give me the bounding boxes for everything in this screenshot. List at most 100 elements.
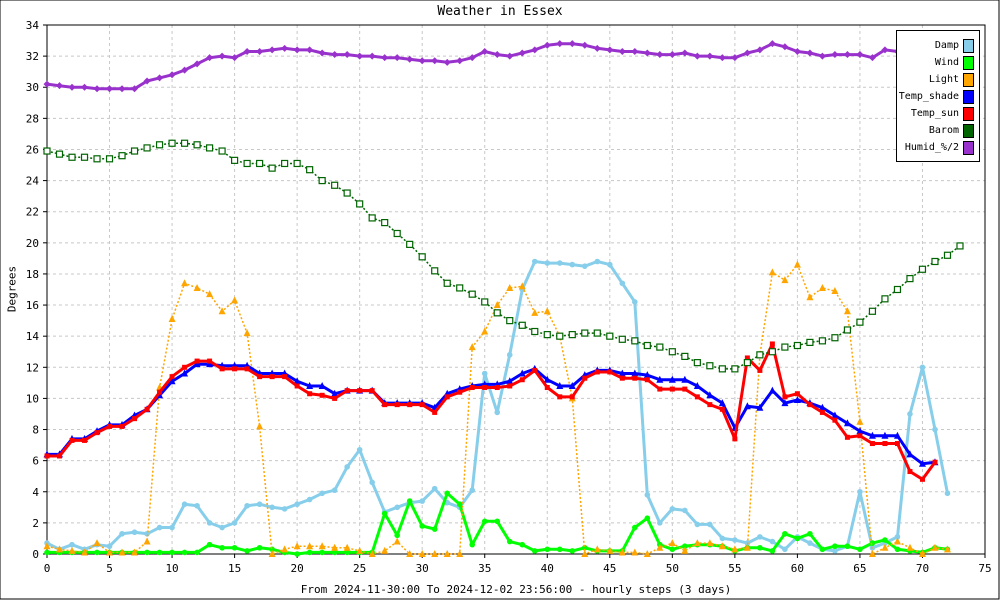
data-point	[506, 317, 514, 325]
data-point	[357, 388, 363, 394]
data-point	[256, 159, 264, 168]
data-point	[756, 46, 764, 54]
data-point	[193, 141, 201, 149]
data-point	[931, 543, 939, 551]
data-point	[657, 520, 663, 526]
data-point	[418, 253, 426, 261]
data-point	[294, 383, 300, 389]
data-point	[356, 446, 363, 453]
data-point	[293, 159, 301, 168]
data-point	[443, 279, 451, 287]
data-point	[768, 268, 776, 276]
data-point	[331, 181, 339, 189]
data-point	[344, 388, 350, 394]
data-point	[306, 381, 314, 389]
data-point	[444, 394, 450, 400]
data-point	[81, 548, 89, 556]
data-point	[932, 426, 938, 433]
data-point	[256, 47, 264, 55]
data-point	[481, 518, 488, 525]
x-tick-label: 75	[978, 562, 991, 575]
legend-item-barom: Barom	[897, 122, 979, 139]
data-point	[694, 394, 700, 400]
data-point	[318, 49, 326, 57]
data-point	[481, 47, 489, 55]
data-point	[618, 548, 626, 556]
data-point	[594, 258, 601, 265]
data-point	[656, 51, 664, 59]
data-point	[782, 546, 788, 553]
data-point	[181, 501, 188, 508]
legend: Damp Wind Light Temp_shade Temp_sun Baro…	[896, 30, 980, 162]
data-point	[594, 369, 600, 375]
data-point	[893, 431, 901, 439]
data-point	[581, 550, 589, 557]
data-point	[244, 366, 250, 372]
data-point	[706, 362, 714, 370]
data-point	[943, 545, 951, 553]
data-point	[544, 385, 550, 391]
data-point	[669, 386, 675, 392]
data-point	[793, 341, 802, 350]
data-point	[282, 374, 288, 380]
legend-label: Temp_shade	[898, 91, 959, 102]
data-point	[781, 343, 789, 351]
data-point	[531, 308, 539, 316]
data-point	[756, 403, 764, 411]
data-point	[43, 542, 51, 550]
data-point	[231, 54, 239, 62]
data-point	[418, 550, 426, 557]
data-point	[669, 546, 676, 553]
data-point	[118, 548, 126, 556]
data-point	[843, 51, 851, 59]
series-light	[43, 260, 951, 557]
data-point	[43, 147, 51, 155]
data-point	[868, 307, 877, 315]
legend-swatch	[963, 56, 974, 70]
data-point	[206, 541, 213, 548]
data-point	[706, 539, 714, 547]
data-point	[82, 437, 88, 443]
data-point	[556, 260, 563, 266]
data-point	[381, 218, 389, 227]
data-point	[369, 388, 375, 394]
data-point	[244, 502, 250, 509]
y-tick-label: 20	[26, 237, 39, 250]
data-point	[618, 335, 626, 343]
data-point	[431, 526, 438, 532]
data-point	[807, 530, 813, 537]
data-point	[331, 543, 339, 551]
data-point	[180, 139, 189, 147]
data-point	[182, 364, 188, 370]
series-barom	[43, 139, 964, 373]
data-point	[768, 386, 776, 394]
data-point	[306, 549, 313, 556]
data-point	[618, 47, 626, 55]
data-point	[394, 402, 400, 408]
data-point	[693, 539, 701, 547]
data-point	[632, 299, 638, 305]
data-point	[569, 394, 575, 400]
data-point	[894, 441, 900, 447]
data-point	[593, 44, 601, 52]
y-tick-label: 28	[26, 112, 39, 125]
data-point	[193, 283, 201, 291]
x-tick-label: 25	[353, 562, 366, 575]
data-point	[119, 423, 125, 429]
data-point	[144, 406, 150, 412]
data-point	[419, 402, 425, 408]
data-point	[406, 498, 413, 504]
data-point	[757, 367, 763, 373]
data-point	[106, 85, 114, 93]
data-point	[782, 394, 788, 400]
data-point	[131, 529, 138, 536]
data-point	[619, 280, 626, 287]
data-point	[606, 546, 614, 554]
data-point	[718, 54, 726, 62]
data-point	[769, 548, 776, 554]
data-point	[168, 71, 176, 79]
data-point	[393, 54, 401, 62]
data-point	[231, 296, 239, 304]
data-point	[807, 402, 813, 408]
data-point	[632, 524, 638, 531]
